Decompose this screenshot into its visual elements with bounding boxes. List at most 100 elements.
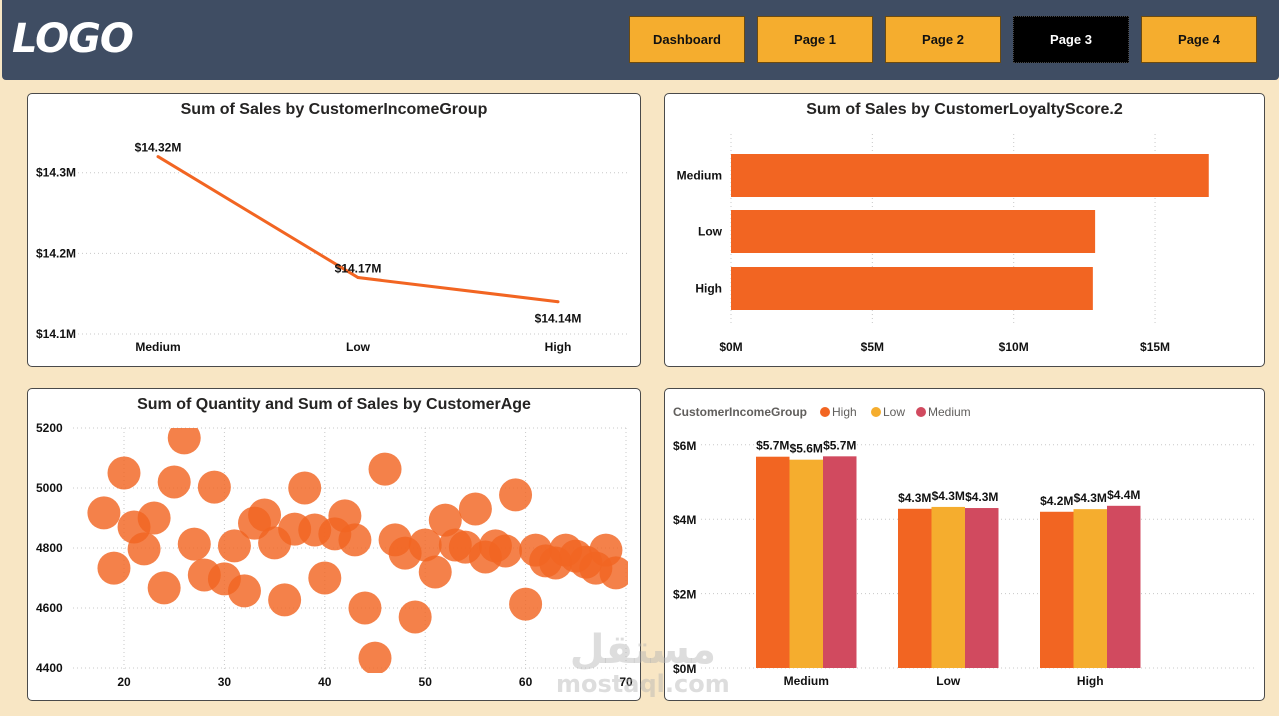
scatter-point (509, 587, 543, 621)
nav-button-dashboard[interactable]: Dashboard (629, 16, 745, 63)
scatter-point (217, 529, 251, 563)
line-point (356, 276, 360, 280)
legend-marker (871, 407, 881, 417)
x-tick-label: $15M (1140, 340, 1170, 354)
hbar-chart-card[interactable]: Sum of Sales by CustomerLoyaltyScore.2 $… (664, 93, 1265, 367)
x-tick-label: High (545, 340, 572, 354)
y-tick-label: $14.3M (36, 166, 76, 180)
y-tick-label: $14.2M (36, 246, 76, 260)
data-label: $4.2M (1040, 494, 1073, 508)
nav-button-page-2[interactable]: Page 2 (885, 16, 1001, 63)
line-chart-title: Sum of Sales by CustomerIncomeGroup (180, 101, 488, 118)
legend-label: High (832, 405, 857, 419)
scatter-point (87, 496, 121, 530)
x-tick-label: Low (346, 340, 371, 354)
scatter-point (358, 641, 392, 673)
clustered-bar-chart: CustomerIncomeGroup High Low Medium $0M $2M $4… (673, 405, 1255, 688)
x-tick-label: 20 (117, 675, 131, 689)
scatter-point (338, 523, 372, 557)
bar (731, 267, 1093, 310)
line-chart-card[interactable]: Sum of Sales by CustomerIncomeGroup $14.… (27, 93, 641, 367)
data-label: $14.17M (335, 262, 382, 276)
bar (823, 456, 857, 668)
line-chart: $14.1M $14.2M $14.3M $14.32M Medium $14.17M Lo… (36, 141, 628, 354)
scatter-chart-card[interactable]: Sum of Quantity and Sum of Sales by Cust… (27, 388, 641, 701)
scatter-point (308, 561, 342, 595)
y-tick-label: Low (698, 225, 723, 239)
x-tick-label: $10M (999, 340, 1029, 354)
scatter-point (157, 465, 191, 499)
scatter-point (137, 501, 171, 535)
x-tick-label: 30 (218, 675, 232, 689)
scatter-point (599, 556, 628, 590)
data-label: $4.3M (898, 491, 931, 505)
clustered-bar-card[interactable]: CustomerIncomeGroup High Low Medium $0M $2M $4… (664, 388, 1265, 701)
header-bar: LOGO Dashboard Page 1 Page 2 Page 3 Page… (2, 0, 1279, 80)
legend-label: Low (883, 405, 905, 419)
x-tick-label: Medium (784, 674, 829, 688)
logo: LOGO (12, 16, 134, 62)
legend-label: Medium (928, 405, 971, 419)
x-tick-label: 70 (619, 675, 633, 689)
bar (965, 508, 999, 668)
x-tick-label: 60 (519, 675, 533, 689)
scatter-point (458, 492, 492, 526)
scatter-point (197, 470, 231, 504)
line-point (556, 300, 560, 304)
y-tick-label: $14.1M (36, 327, 76, 341)
scatter-point (227, 574, 261, 608)
data-label: $5.7M (823, 438, 856, 452)
x-tick-label: 40 (318, 675, 332, 689)
scatter-point (398, 600, 432, 634)
nav-button-page-3[interactable]: Page 3 (1013, 16, 1129, 63)
bar (731, 210, 1096, 253)
x-tick-label: Medium (135, 340, 180, 354)
line-series (157, 155, 559, 304)
scatter-point (428, 503, 462, 537)
data-label: $5.6M (790, 442, 823, 456)
scatter-point (177, 527, 211, 561)
y-tick-label: 5000 (36, 481, 63, 495)
scatter-point (408, 528, 442, 562)
scatter-point (147, 571, 181, 605)
scatter-point (268, 583, 302, 617)
scatter-point (368, 452, 402, 486)
x-tick-label: $0M (719, 340, 742, 354)
data-label: $4.3M (965, 490, 998, 504)
x-tick-label: Low (936, 674, 961, 688)
y-tick-label: $6M (673, 439, 696, 453)
bar (1073, 509, 1107, 668)
y-tick-label: 4800 (36, 541, 63, 555)
y-tick-label: 4600 (36, 601, 63, 615)
scatter-point (107, 456, 141, 490)
scatter-points (87, 428, 628, 673)
scatter-point (167, 428, 201, 455)
bar (756, 456, 790, 668)
y-tick-label: 4400 (36, 661, 63, 675)
scatter-point (248, 498, 282, 532)
x-tick-label: 50 (419, 675, 433, 689)
legend-title: CustomerIncomeGroup (673, 405, 807, 419)
bar (731, 154, 1209, 197)
bar (1040, 511, 1074, 668)
nav-button-page-4[interactable]: Page 4 (1141, 16, 1257, 63)
y-tick-label: High (695, 282, 722, 296)
hbar-chart-title: Sum of Sales by CustomerLoyaltyScore.2 (806, 101, 1123, 118)
x-tick-label: High (1077, 674, 1104, 688)
data-label: $4.3M (932, 489, 965, 503)
scatter-point (499, 478, 533, 512)
scatter-point (127, 532, 161, 566)
bar (931, 506, 965, 668)
hbar-chart: $0M $5M $10M $15M Medium Low High (677, 134, 1209, 354)
scatter-chart-title: Sum of Quantity and Sum of Sales by Cust… (137, 396, 531, 413)
bar (1107, 505, 1141, 668)
nav-button-page-1[interactable]: Page 1 (757, 16, 873, 63)
legend-marker (916, 407, 926, 417)
line-point (156, 155, 160, 159)
scatter-point (489, 534, 523, 568)
scatter-point (348, 591, 382, 625)
data-label: $5.7M (756, 439, 789, 453)
scatter-point (288, 471, 322, 505)
y-tick-label: $2M (673, 588, 696, 602)
data-label: $14.32M (135, 141, 182, 155)
